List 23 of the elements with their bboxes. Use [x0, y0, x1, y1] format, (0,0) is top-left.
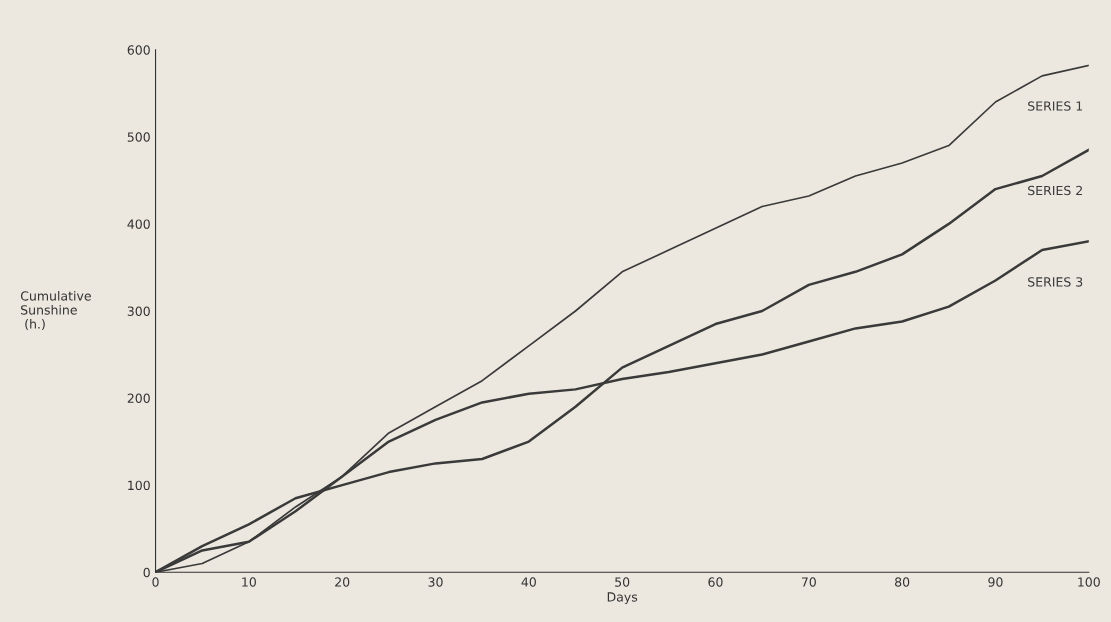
x-tick-label: 10 — [242, 577, 256, 587]
x-tick-label: 0 — [152, 577, 159, 587]
x-tick-label: 80 — [895, 577, 910, 587]
y-tick-label: 500 — [127, 132, 150, 142]
y-axis-title: Cumulative Sunshine (h.) — [20, 290, 91, 331]
x-tick-label: 40 — [521, 577, 536, 587]
y-tick-label: 300 — [127, 306, 150, 316]
series-label: SERIES 2 — [1028, 185, 1082, 196]
x-tick-label: 100 — [1078, 577, 1100, 587]
x-tick-label: 70 — [801, 577, 816, 587]
y-tick-label: 400 — [127, 219, 150, 229]
series-label: SERIES 1 — [1028, 101, 1083, 111]
x-tick-label: 90 — [988, 577, 1003, 587]
x-tick-label: 30 — [428, 577, 443, 587]
x-axis-title: Days — [607, 592, 638, 605]
y-tick-label: 200 — [127, 393, 150, 404]
x-tick-label: 60 — [708, 577, 723, 587]
series-label: SERIES 3 — [1028, 277, 1083, 287]
x-tick-label: 50 — [615, 577, 630, 587]
x-tick-label: 20 — [335, 577, 350, 587]
y-tick-label: 100 — [128, 480, 150, 491]
y-tick-label: 600 — [127, 45, 150, 55]
y-tick-label: 0 — [143, 567, 150, 578]
